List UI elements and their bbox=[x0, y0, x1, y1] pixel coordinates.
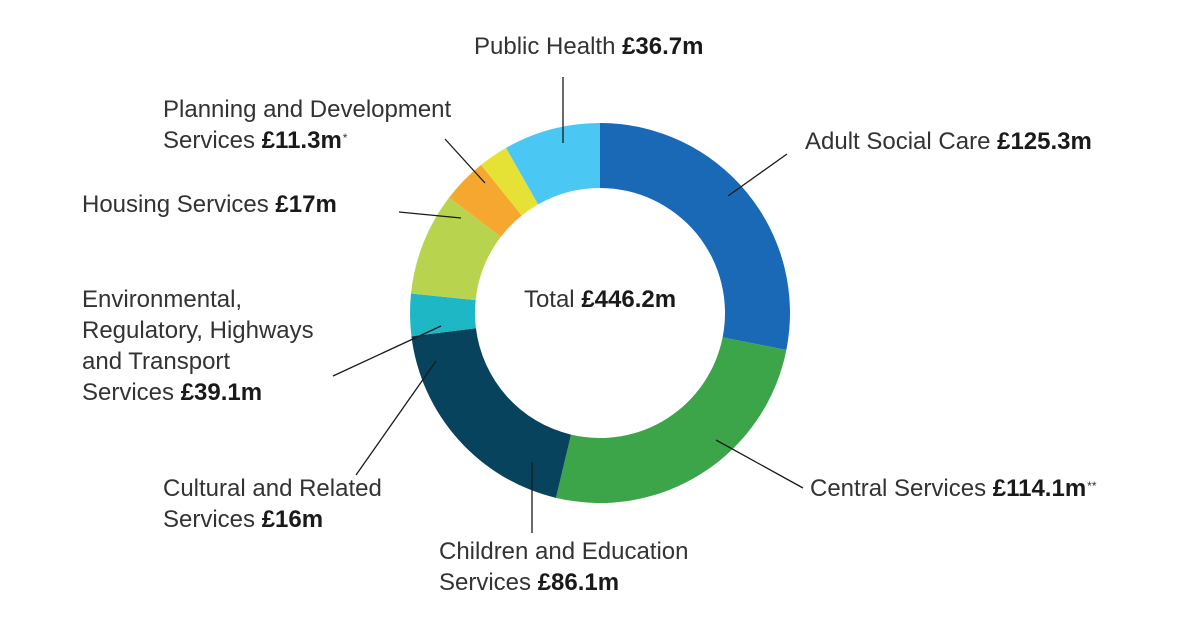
slice-planning-and-development-services bbox=[480, 147, 539, 216]
total-prefix: Total bbox=[523, 286, 582, 313]
label-environmental-line3: and Transport bbox=[82, 348, 231, 375]
leader-line-adult-social-care bbox=[727, 153, 788, 197]
leader-line-environmental bbox=[332, 325, 442, 377]
label-planning-line1: Planning and Development bbox=[163, 96, 452, 123]
slice-adult-social-care bbox=[600, 123, 790, 351]
label-children-line2: Services bbox=[439, 569, 538, 596]
label-cultural-line1: Cultural and Related bbox=[163, 475, 382, 502]
slice-public-health bbox=[506, 123, 600, 205]
label-cultural: Cultural and Related Services £16m bbox=[163, 473, 382, 535]
label-cultural-line2: Services bbox=[163, 506, 262, 533]
label-planning-value: £11.3m bbox=[261, 127, 342, 154]
slice-housing-services bbox=[449, 164, 522, 237]
label-children-line1: Children and Education bbox=[439, 538, 689, 565]
label-housing-value: £17m bbox=[275, 191, 337, 218]
label-cultural-value: £16m bbox=[261, 506, 324, 533]
donut-slices bbox=[410, 123, 790, 503]
label-environmental-line2: Regulatory, Highways bbox=[82, 317, 314, 344]
leader-line-planning bbox=[444, 138, 486, 184]
label-environmental-line1: Environmental, bbox=[82, 286, 243, 313]
leader-line-housing bbox=[398, 211, 462, 219]
slice-environmental-regulatory-highways-and-transport-services bbox=[411, 197, 501, 301]
slice-cultural-and-related-services bbox=[410, 293, 476, 337]
label-central-name: Central Services bbox=[810, 475, 993, 502]
label-housing-name: Housing Services bbox=[82, 191, 276, 218]
label-adult-social-care: Adult Social Care £125.3m bbox=[805, 126, 1092, 157]
label-adult-name: Adult Social Care bbox=[805, 128, 998, 155]
total-label: Total £446.2m bbox=[524, 286, 676, 314]
label-children-value: £86.1m bbox=[537, 569, 620, 596]
leader-line-central-services bbox=[715, 439, 804, 489]
label-adult-value: £125.3m bbox=[997, 128, 1092, 155]
leader-lines bbox=[332, 77, 804, 533]
label-central-value: £114.1m bbox=[992, 475, 1087, 502]
label-planning-note: * bbox=[342, 131, 348, 145]
label-children-education: Children and Education Services £86.1m bbox=[439, 536, 689, 598]
total-value: £446.2m bbox=[581, 286, 677, 313]
label-central-services: Central Services £114.1m** bbox=[810, 473, 1097, 504]
label-housing: Housing Services £17m bbox=[82, 189, 337, 220]
label-planning: Planning and Development Services £11.3m… bbox=[163, 94, 451, 156]
label-planning-line2: Services bbox=[163, 127, 262, 154]
label-public-health-value: £36.7m bbox=[622, 33, 704, 60]
label-environmental-line4: Services bbox=[82, 379, 181, 406]
slice-children-and-education-services bbox=[411, 328, 572, 498]
label-environmental: Environmental, Regulatory, Highways and … bbox=[82, 284, 314, 408]
label-public-health: Public Health £36.7m bbox=[474, 31, 703, 62]
label-environmental-value: £39.1m bbox=[180, 379, 263, 406]
label-central-note: ** bbox=[1087, 479, 1097, 493]
slice-central-services bbox=[555, 337, 787, 503]
label-public-health-name: Public Health bbox=[474, 33, 623, 60]
leader-line-cultural bbox=[355, 360, 437, 476]
